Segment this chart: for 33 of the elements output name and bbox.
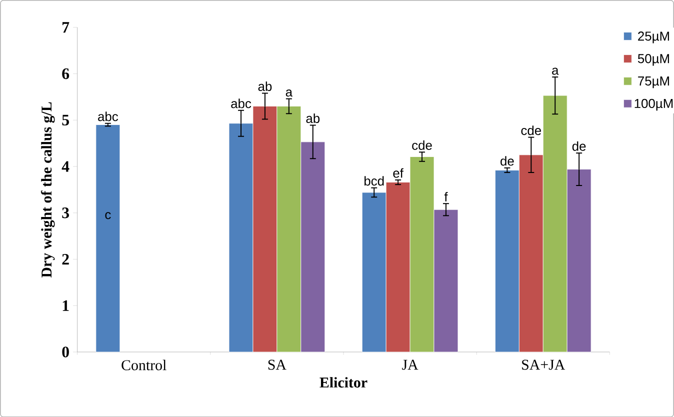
y-tick-label: 2 — [62, 254, 69, 264]
y-tick-label: 3 — [62, 207, 69, 218]
y-axis-title: Dry weight of the callus g/L — [40, 102, 55, 278]
y-tick-label: 7 — [62, 22, 70, 32]
y-tick-label: 4 — [62, 161, 70, 172]
data-label: bcd — [364, 176, 384, 186]
data-label: a — [552, 68, 559, 75]
y-tick-label: 5 — [62, 114, 69, 126]
legend-label: 50µM — [638, 54, 669, 66]
legend-label: 25µM — [638, 31, 669, 44]
y-tick-label: 1 — [62, 300, 69, 311]
data-label: cde — [412, 140, 432, 150]
data-label: cde — [521, 125, 541, 135]
x-tick-label: SA — [268, 360, 286, 370]
legend-label: 100µM — [634, 98, 673, 110]
x-tick-label: SA+JA — [522, 360, 566, 370]
data-label: a — [286, 89, 293, 96]
x-tick-label: Control — [122, 360, 166, 370]
x-tick-label: JA — [402, 360, 418, 370]
data-label: f — [444, 192, 448, 202]
data-label: abc — [98, 112, 118, 122]
data-label: abc — [231, 98, 252, 108]
annotation: c — [105, 212, 111, 220]
data-label: ab — [306, 113, 320, 123]
y-tick-label: 6 — [62, 68, 70, 79]
bar — [96, 124, 120, 352]
data-label: de — [500, 156, 514, 166]
y-tick-label: 0 — [62, 346, 69, 358]
data-label: ab — [258, 81, 272, 91]
data-label: ef — [393, 168, 404, 178]
data-label: de — [572, 141, 586, 151]
legend-label: 75µM — [638, 76, 669, 88]
x-axis-title: Elicitor — [320, 376, 368, 388]
